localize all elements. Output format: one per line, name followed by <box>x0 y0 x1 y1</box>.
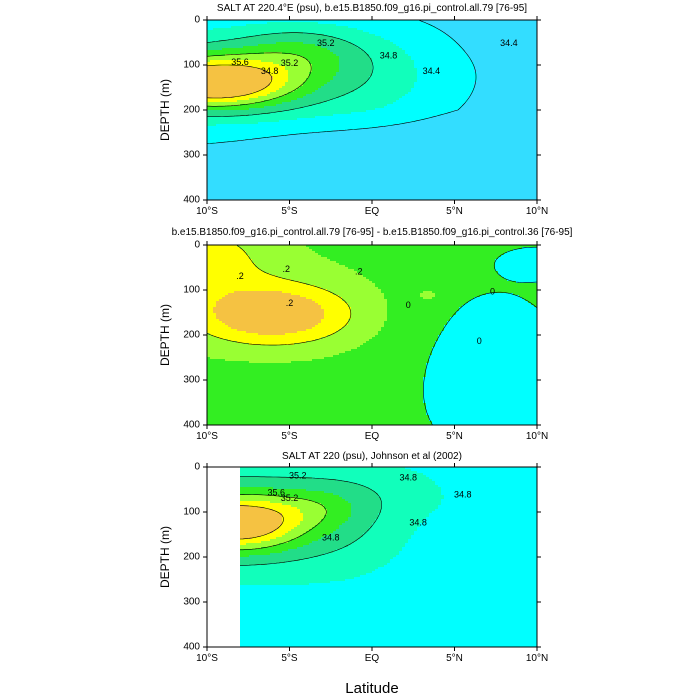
filled-contours <box>207 20 538 201</box>
